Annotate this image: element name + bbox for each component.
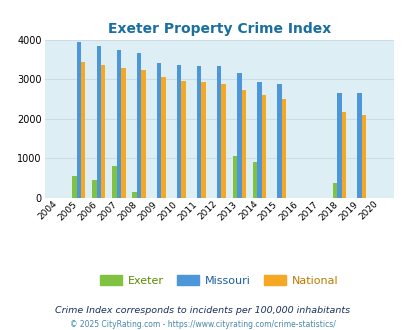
Bar (337, 93, 341, 198)
Bar (256, 82, 261, 198)
Bar (132, 192, 136, 198)
Bar (101, 65, 105, 198)
Bar (77, 42, 81, 198)
Bar (121, 68, 125, 198)
Bar (241, 90, 245, 198)
Legend: Exeter, Missouri, National: Exeter, Missouri, National (95, 270, 342, 290)
Bar (281, 99, 286, 198)
Bar (136, 53, 141, 198)
Bar (361, 115, 365, 198)
Bar (261, 95, 265, 198)
Bar (156, 63, 161, 198)
Bar (221, 84, 225, 198)
Bar (96, 46, 101, 198)
Bar (341, 112, 345, 198)
Title: Exeter Property Crime Index: Exeter Property Crime Index (107, 22, 330, 36)
Bar (277, 84, 281, 198)
Bar (92, 180, 96, 198)
Bar (252, 162, 256, 198)
Text: © 2025 CityRating.com - https://www.cityrating.com/crime-statistics/: © 2025 CityRating.com - https://www.city… (70, 319, 335, 329)
Bar (177, 65, 181, 198)
Bar (181, 81, 185, 198)
Bar (201, 82, 205, 198)
Bar (72, 176, 77, 198)
Text: Crime Index corresponds to incidents per 100,000 inhabitants: Crime Index corresponds to incidents per… (55, 306, 350, 315)
Bar (161, 77, 165, 198)
Bar (237, 73, 241, 198)
Bar (112, 166, 116, 198)
Bar (232, 156, 237, 198)
Bar (332, 182, 337, 198)
Bar (357, 93, 361, 198)
Bar (81, 62, 85, 198)
Bar (217, 66, 221, 198)
Bar (116, 50, 121, 198)
Bar (141, 71, 145, 198)
Bar (196, 66, 201, 198)
